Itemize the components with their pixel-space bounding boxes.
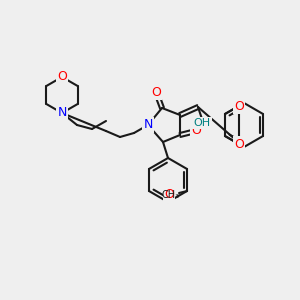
Text: O: O: [234, 137, 244, 151]
Text: O: O: [151, 85, 161, 98]
Text: O: O: [234, 100, 244, 112]
Text: CH₃: CH₃: [161, 190, 179, 200]
Text: N: N: [57, 106, 67, 119]
Text: OH: OH: [194, 118, 211, 128]
Text: O: O: [191, 124, 201, 137]
Text: O: O: [57, 70, 67, 83]
Text: O: O: [164, 188, 174, 202]
Text: N: N: [143, 118, 153, 131]
